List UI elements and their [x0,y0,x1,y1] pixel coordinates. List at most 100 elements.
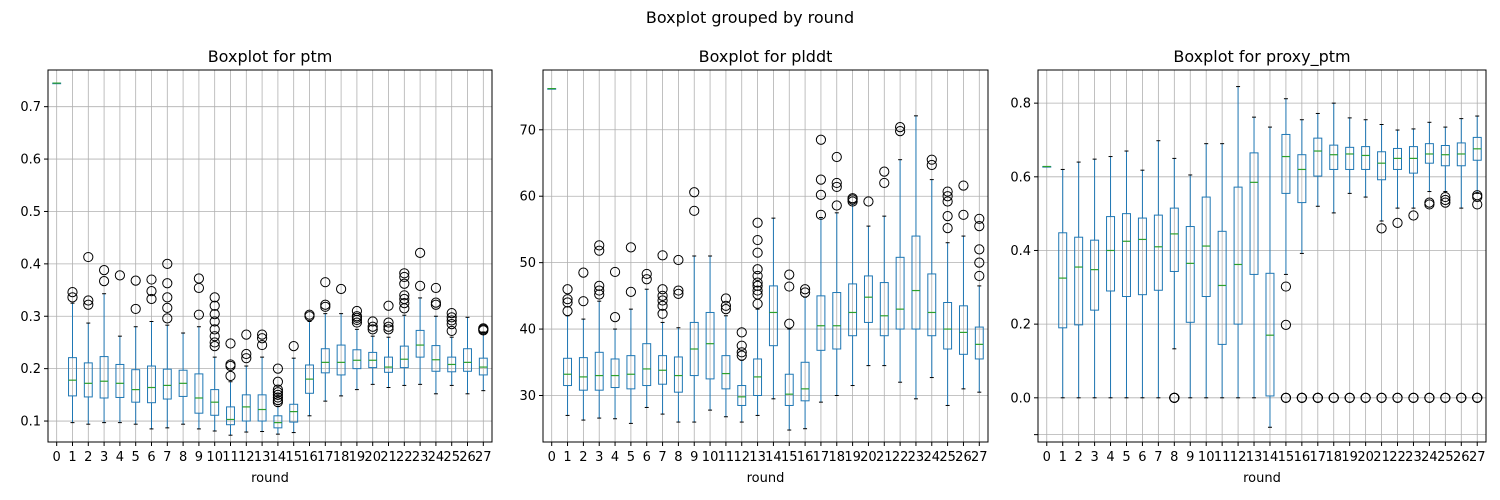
box-iqr [83,362,93,398]
flier-point [657,300,668,311]
xtick-label: 12 [238,450,255,465]
flier-point [831,151,842,163]
xtick-label: 16 [301,450,318,465]
flier-point [367,324,378,335]
flier-point [399,290,410,301]
box-round-27 [478,323,489,392]
box-round-17 [1312,112,1323,403]
flier-point [974,257,985,268]
box-iqr [241,394,251,422]
xtick-label: 2 [579,450,587,465]
box-round-12 [241,329,252,433]
flier-point [657,308,668,319]
box-round-18 [336,283,347,397]
flier-point [673,254,684,266]
xtick-label: 1 [68,450,76,465]
box-iqr [784,373,794,406]
flier-point [1344,392,1355,403]
box-round-11 [225,338,236,436]
flier-point [336,283,347,295]
xtick-label: 17 [317,450,334,465]
x-axis-label: round [1243,471,1281,486]
box-round-8 [178,332,188,425]
flier-point [146,274,157,285]
xtick-label: 13 [1246,450,1263,465]
flier-point [736,350,747,361]
box-iqr [1153,214,1163,291]
box-round-15 [784,269,795,431]
box-iqr [257,394,267,422]
box-round-25 [446,308,457,386]
box-round-4 [1106,156,1116,399]
flier-point [974,270,985,282]
flier-point [241,348,252,360]
xtick-label: 14 [1262,450,1279,465]
flier-point [272,384,284,395]
flier-point [942,211,953,222]
flier-point [351,305,363,317]
ytick-label: 0.6 [20,153,41,168]
box-iqr [958,305,968,355]
flier-point [225,370,236,382]
flier-point [974,244,985,255]
ytick-label: 0.3 [20,310,41,325]
flier-point [942,223,953,234]
flier-point [784,318,795,329]
flier-point [209,292,220,303]
xtick-label: 9 [1186,450,1194,465]
flier-point [272,392,284,403]
box-iqr [320,348,330,374]
box-round-21 [383,300,394,389]
flier-point [272,363,284,374]
box-iqr [1313,137,1323,177]
flier-point [1296,392,1307,403]
xtick-label: 7 [658,450,666,465]
flier-point [1360,392,1371,403]
xtick-label: 2 [84,450,92,465]
flier-point [114,270,125,281]
ytick-label: 30 [519,389,536,404]
box-round-1 [1058,168,1068,399]
xtick-label: 4 [611,450,619,465]
flier-point [1440,191,1451,203]
flier-point [209,316,220,327]
ytick-label: 40 [519,323,536,338]
flier-point [752,285,763,296]
flier-point [430,297,442,308]
xtick-label: 0 [1043,450,1051,465]
flier-point [784,281,795,292]
box-round-19 [847,193,858,387]
box-iqr [721,355,731,390]
box-round-1 [562,284,573,416]
flier-point [256,339,268,351]
box-iqr [1217,230,1227,345]
xtick-label: 11 [1214,450,1231,465]
flier-point [430,282,442,294]
flier-point [736,327,747,338]
flier-point [351,317,363,328]
flier-point [942,196,953,207]
flier-point [752,289,763,300]
subplot-title: Boxplot for plddt [699,47,833,66]
flier-point [657,295,668,306]
xtick-label: 3 [595,450,603,465]
flier-point [879,166,890,177]
flier-point [446,312,457,323]
xtick-label: 19 [349,450,366,465]
flier-point [83,299,94,310]
box-round-0 [547,87,557,90]
flier-point [831,181,842,193]
box-iqr [431,345,441,372]
box-iqr [384,356,393,373]
xtick-label: 15 [1278,450,1295,465]
box-round-24 [1424,121,1435,403]
xtick-label: 13 [749,450,766,465]
box-iqr [1106,216,1116,292]
flier-point [752,264,763,275]
flier-point [863,196,874,207]
box-iqr [800,361,810,402]
box-iqr [895,256,905,330]
flier-point [98,276,110,287]
box-round-16 [304,309,315,417]
